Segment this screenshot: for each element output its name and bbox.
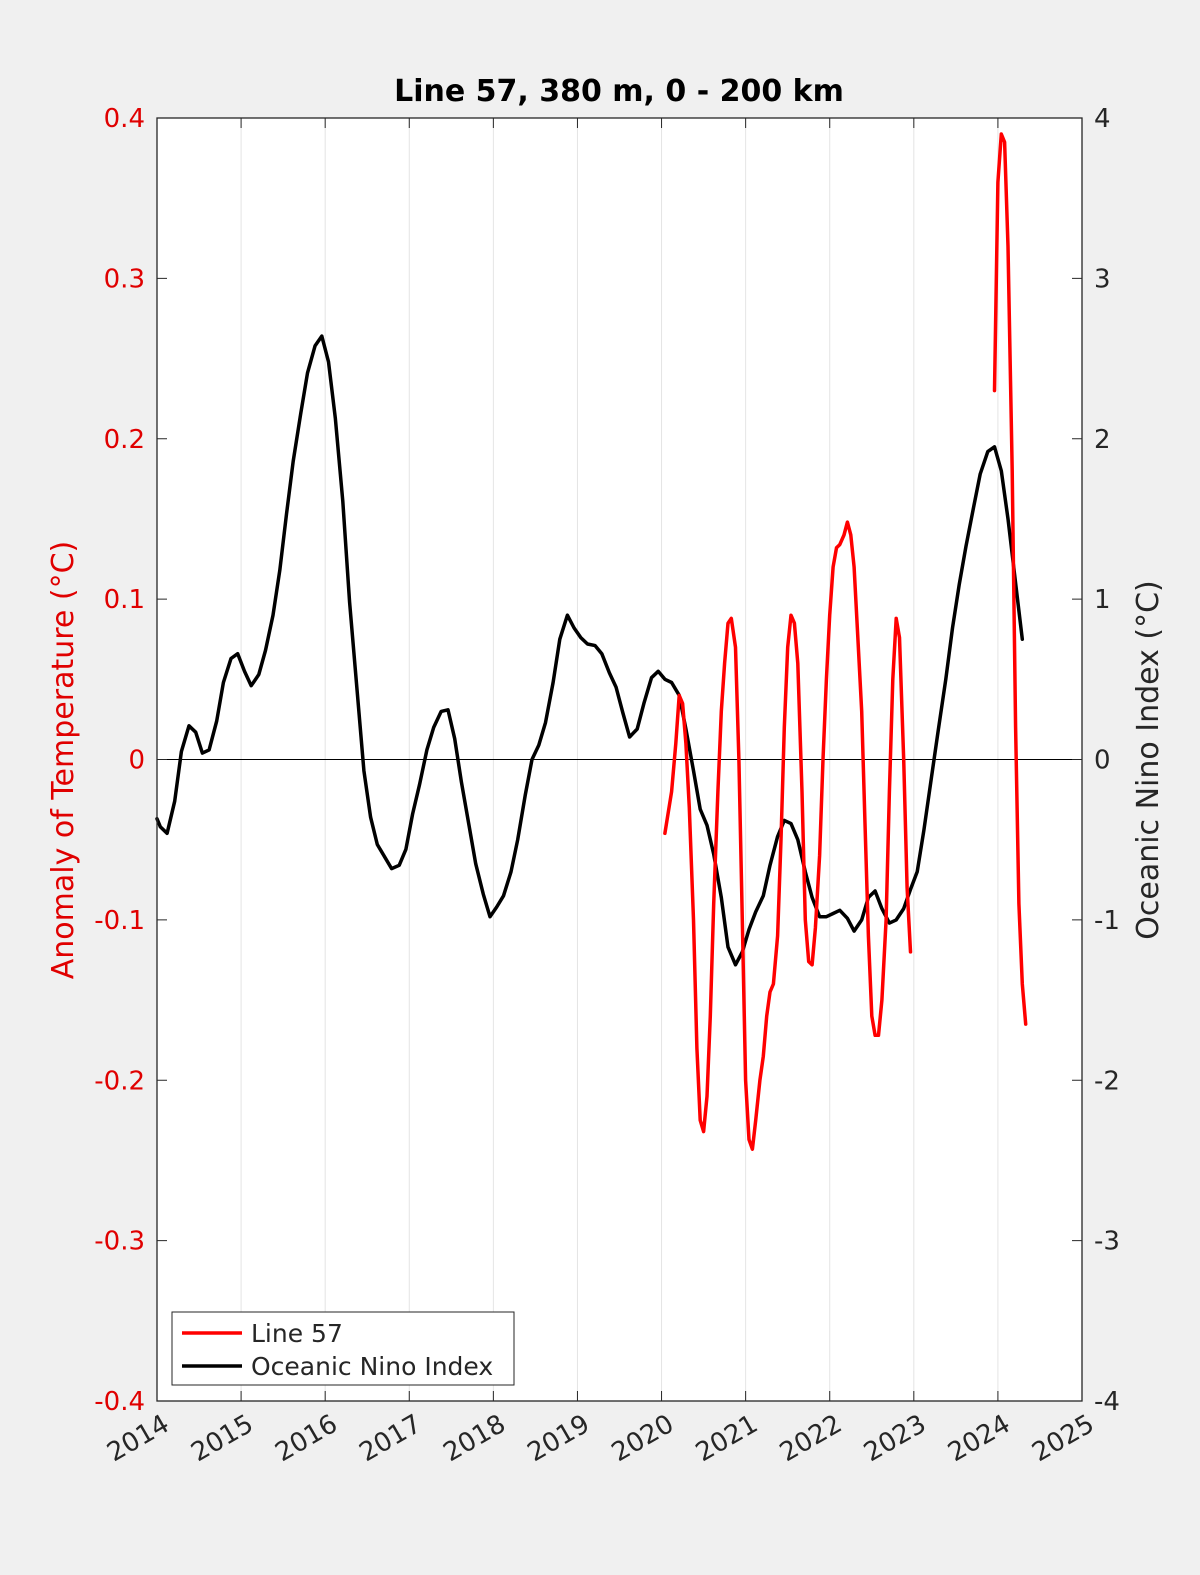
- y-tick-label-left: 0.3: [104, 264, 145, 294]
- y-tick-label-left: 0.2: [104, 425, 145, 455]
- y-tick-label-right: 3: [1094, 264, 1111, 294]
- legend: Line 57 Oceanic Nino Index: [171, 1311, 515, 1386]
- y-tick-label-left: 0.1: [104, 585, 145, 615]
- y-tick-label-left: -0.4: [94, 1387, 145, 1417]
- tick-labels: 2014 2015 2016 2017 2018 2019 2020 2021 2022 2023…: [94, 104, 1120, 1468]
- y-tick-label-right: 0: [1094, 746, 1111, 776]
- ticks: [156, 117, 1083, 1402]
- y-tick-label-right: 1: [1094, 585, 1111, 615]
- y-tick-label-left: 0: [128, 746, 145, 776]
- legend-label-oni: Oceanic Nino Index: [251, 1352, 493, 1381]
- series-oni-segment-0: [155, 334, 1025, 967]
- y-tick-label-right: -1: [1094, 906, 1120, 936]
- y-tick-label-right: 4: [1094, 104, 1111, 134]
- y-tick-label-left: -0.2: [94, 1066, 145, 1096]
- series-layer: [155, 132, 1028, 1151]
- y-tick-label-right: -3: [1094, 1227, 1120, 1257]
- legend-label-line57: Line 57: [251, 1319, 343, 1348]
- y-axis-label-right: Oceanic Nino Index (°C): [1131, 580, 1166, 940]
- y-tick-label-right: 2: [1094, 425, 1111, 455]
- y-tick-label-right: -2: [1094, 1066, 1120, 1096]
- chart-title: Line 57, 380 m, 0 - 200 km: [394, 74, 844, 109]
- y-tick-label-right: -4: [1094, 1387, 1120, 1417]
- y-tick-label-left: -0.3: [94, 1227, 145, 1257]
- y-tick-label-left: 0.4: [104, 104, 145, 134]
- series-line57-segment-0: [663, 520, 913, 1151]
- y-axis-label-left: Anomaly of Temperature (°C): [46, 541, 81, 980]
- legend-box: [171, 1311, 515, 1386]
- y-tick-label-left: -0.1: [94, 906, 145, 936]
- series-line57-segment-1: [992, 132, 1028, 1026]
